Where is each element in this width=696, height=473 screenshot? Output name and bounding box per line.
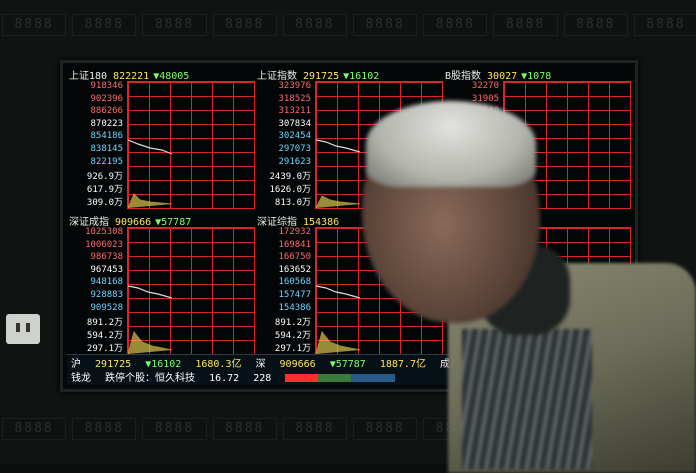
power-outlet: [6, 314, 40, 344]
tick-label: 918346: [67, 81, 123, 94]
tick-label: 986738: [67, 252, 123, 265]
tick-label: 323976: [255, 81, 311, 94]
volume-label: 891.2万: [255, 315, 311, 328]
tick-label: 172932: [255, 227, 311, 240]
tick-label: 163652: [255, 265, 311, 278]
price-line: [128, 82, 254, 208]
ticker-count: 228: [253, 373, 271, 384]
panel-title: 上证指数 291725 ▼16102: [257, 67, 379, 82]
price-grid: [127, 81, 255, 209]
volume-label: 594.2万: [67, 328, 123, 341]
price-ticks: 323976 318525 313211 307834 302454 29707…: [255, 81, 311, 169]
led-cell: 8888: [213, 418, 277, 440]
tick-label: 318525: [255, 94, 311, 107]
volume-label: 297.1万: [67, 341, 123, 354]
led-cell: 8888: [283, 14, 347, 36]
volume-label: 594.2万: [255, 328, 311, 341]
tick-label: 967453: [67, 265, 123, 278]
volume-label: 297.1万: [255, 341, 311, 354]
led-cell: 8888: [72, 14, 136, 36]
tick-label: 909528: [67, 303, 123, 316]
volume-label: 813.0万: [255, 195, 311, 208]
tick-label: 169841: [255, 240, 311, 253]
tick-label: 32270: [443, 81, 499, 94]
investor-silhouette: [330, 95, 696, 464]
price-line: [128, 228, 254, 354]
volume-ticks: 2439.0万 1626.0万 813.0万: [255, 169, 311, 208]
tick-label: 297073: [255, 144, 311, 157]
led-cell: 8888: [72, 418, 136, 440]
person-shirt: [462, 329, 592, 469]
led-cell: 8888: [564, 14, 628, 36]
led-cell: 8888: [634, 14, 696, 36]
ticker-price: 16.72: [209, 373, 239, 384]
tick-label: 902396: [67, 94, 123, 107]
led-cell: 8888: [2, 14, 66, 36]
tick-label: 1006023: [67, 240, 123, 253]
ticker-prefix: 钱龙: [71, 373, 91, 384]
ticker-title: 跌停个股：恒久科技: [105, 373, 195, 384]
panel-title: B股指数 30027 ▼1078: [445, 67, 551, 82]
tick-label: 870223: [67, 119, 123, 132]
volume-ticks: 891.2万 594.2万 297.1万: [255, 315, 311, 354]
volume-ticks: 891.2万 594.2万 297.1万: [67, 315, 123, 354]
volume-label: 926.9万: [67, 169, 123, 182]
volume-label: 309.0万: [67, 195, 123, 208]
tick-label: 838145: [67, 144, 123, 157]
panel-title: 上证180 822221 ▼48005: [69, 67, 189, 82]
led-cell: 8888: [493, 14, 557, 36]
led-cell: 8888: [142, 418, 206, 440]
tick-label: 160568: [255, 277, 311, 290]
volume-label: 2439.0万: [255, 169, 311, 182]
led-cell: 8888: [142, 14, 206, 36]
tick-label: 822195: [67, 157, 123, 170]
panel-sse180: 上证180 822221 ▼48005 918346 902396 886266 8…: [67, 67, 253, 213]
tick-label: 157477: [255, 290, 311, 303]
panel-title: 深证成指 909666 ▼57787: [69, 213, 191, 228]
price-ticks: 172932 169841 166750 163652 160568 15747…: [255, 227, 311, 315]
price-ticks: 1025308 1006023 986738 967453 948168 928…: [67, 227, 123, 315]
tick-label: 166750: [255, 252, 311, 265]
tick-label: 307834: [255, 119, 311, 132]
tick-label: 854186: [67, 131, 123, 144]
led-row-top: 8888 8888 8888 8888 8888 8888 8888 8888 …: [0, 14, 696, 36]
person-hair: [366, 101, 536, 187]
led-cell: 8888: [423, 14, 487, 36]
tick-label: 948168: [67, 277, 123, 290]
tick-label: 886266: [67, 106, 123, 119]
led-cell: 8888: [353, 14, 417, 36]
volume-label: 1626.0万: [255, 182, 311, 195]
volume-label: 617.9万: [67, 182, 123, 195]
price-grid: [127, 227, 255, 355]
volume-ticks: 926.9万 617.9万 309.0万: [67, 169, 123, 208]
tick-label: 313211: [255, 106, 311, 119]
price-ticks: 918346 902396 886266 870223 854186 83814…: [67, 81, 123, 169]
tick-label: 154386: [255, 303, 311, 316]
led-cell: 8888: [2, 418, 66, 440]
panel-szse-component: 深证成指 909666 ▼57787 1025308 1006023 986738 …: [67, 213, 253, 359]
led-cell: 8888: [213, 14, 277, 36]
tick-label: 302454: [255, 131, 311, 144]
tick-label: 928883: [67, 290, 123, 303]
volume-label: 891.2万: [67, 315, 123, 328]
tick-label: 1025308: [67, 227, 123, 240]
tick-label: 291623: [255, 157, 311, 170]
